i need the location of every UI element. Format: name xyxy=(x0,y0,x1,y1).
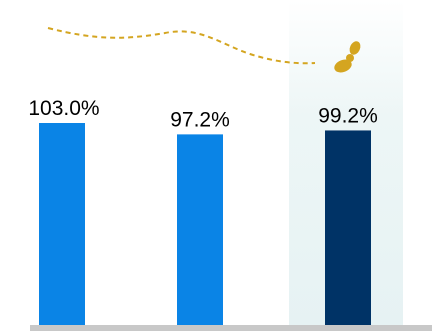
decorative-dashed-swoosh xyxy=(47,27,316,65)
x-axis-baseline xyxy=(30,325,432,331)
value-labels-group: 103.0% 97.2% 99.2% xyxy=(28,97,377,131)
flower-icon xyxy=(334,41,361,73)
value-label-1: 103.0% xyxy=(28,97,99,120)
value-label-3: 99.2% xyxy=(318,104,378,127)
bar-3 xyxy=(325,130,371,325)
bar-2 xyxy=(177,134,223,325)
value-label-2: 97.2% xyxy=(170,108,230,131)
bars-group xyxy=(39,123,371,325)
bar-1 xyxy=(39,123,85,325)
